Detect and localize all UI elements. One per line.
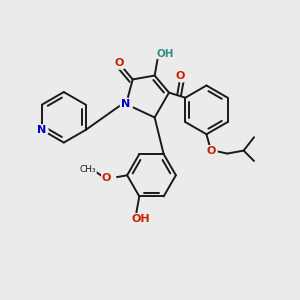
Text: CH₃: CH₃ [80,165,96,174]
Text: OH: OH [131,214,150,224]
Text: N: N [37,125,46,135]
Text: OH: OH [157,49,174,58]
Text: O: O [102,173,111,183]
Text: N: N [122,99,131,109]
Text: O: O [115,58,124,68]
Text: O: O [176,71,185,81]
Text: O: O [206,146,216,156]
